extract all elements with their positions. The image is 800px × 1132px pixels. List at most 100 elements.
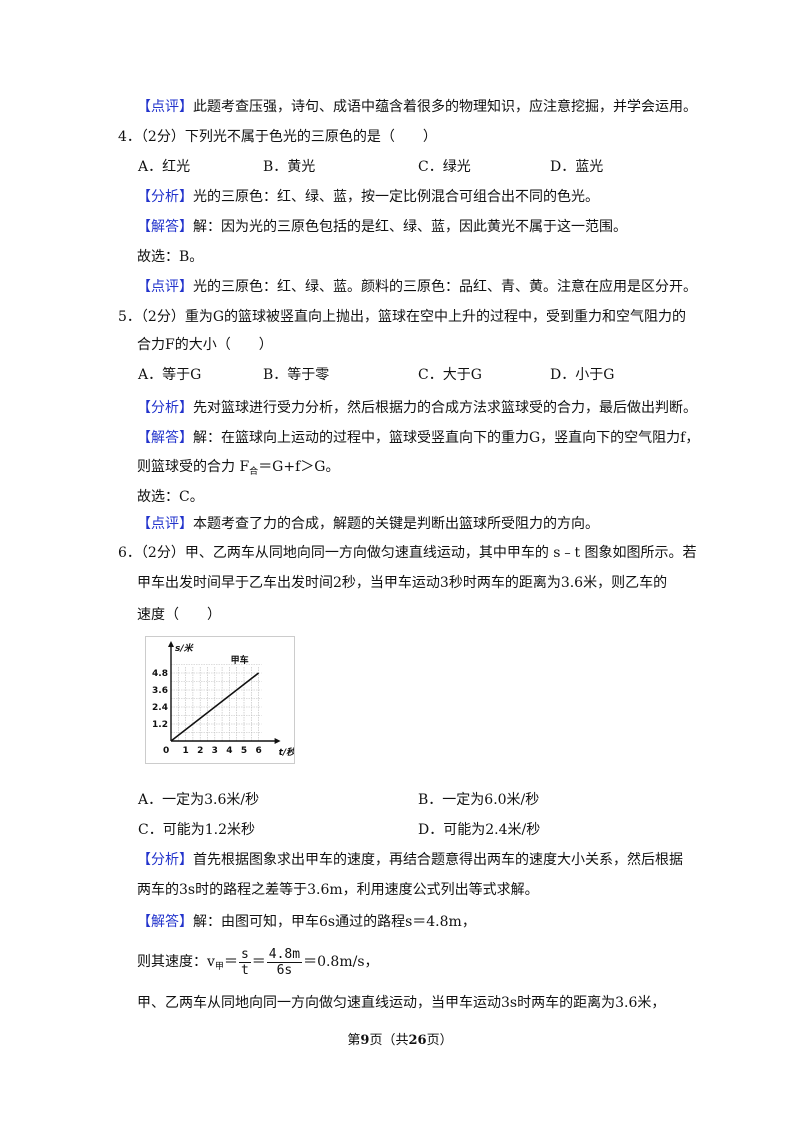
formula: 则篮球受的合力 F合＝G+f＞G。 — [137, 457, 339, 482]
x-tick-label: 1 — [182, 746, 188, 756]
x-tick-label: 4 — [226, 746, 232, 756]
text: 则其速度：v — [137, 954, 215, 970]
analysis: 【分析】光的三原色：红、绿、蓝，按一定比例混合可组合出不同的色光。 — [137, 187, 599, 207]
text: 页） — [426, 1033, 453, 1048]
choice: 故选：C。 — [137, 489, 204, 505]
figure: 1.2 2.4 3.6 4.8 1 2 3 4 5 6 0 s/米 t/秒 甲车 — [145, 636, 295, 764]
question-stem: 6．（2分）甲、乙两车从同地向同一方向做匀速直线运动，其中甲车的 s﹣t 图象如… — [118, 543, 697, 563]
option: D．小于G — [550, 365, 614, 385]
subscript: 甲 — [214, 962, 224, 972]
fraction: 4.8m 6s — [266, 946, 303, 978]
text: ＝ — [251, 954, 266, 970]
text: 本题考查了力的合成，解题的关键是判断出篮球所受阻力的方向。 — [193, 516, 599, 532]
y-axis-label: s/米 — [175, 643, 195, 654]
score: （2分） — [140, 129, 185, 145]
text: 页（共 — [369, 1033, 409, 1048]
tag: 【点评】 — [137, 99, 193, 115]
text: ＝ — [223, 954, 238, 970]
option: D．可能为2.4米/秒 — [418, 820, 540, 840]
stem: 重为G的篮球被竖直向上抛出，篮球在空中上升的过程中，受到重力和空气阻力的 — [184, 309, 687, 325]
text: 红光 — [162, 159, 191, 175]
answer: 【解答】解：在篮球向上运动的过程中，篮球受竖直向下的重力G，竖直向下的空气阻力f… — [137, 428, 699, 448]
text: ＝0.8m/s， — [303, 954, 379, 970]
tag: 【解答】 — [137, 219, 193, 235]
review-line: 【点评】此题考查压强，诗句、成语中蕴含着很多的物理知识，应注意挖掘，并学会运用。 — [137, 97, 697, 117]
x-tick-label: 6 — [255, 746, 261, 756]
text: 解：在篮球向上运动的过程中，篮球受竖直向下的重力G，竖直向下的空气阻力f， — [193, 430, 700, 446]
number: 6． — [118, 545, 141, 561]
x-axis-label: t/秒 — [279, 747, 295, 758]
text: 等于G — [162, 367, 202, 383]
tag: 【解答】 — [137, 430, 193, 446]
tag: 【解答】 — [137, 914, 193, 930]
question-stem: 5．（2分）重为G的篮球被竖直向上抛出，篮球在空中上升的过程中，受到重力和空气阻… — [118, 307, 686, 327]
text: 大于G — [442, 367, 482, 383]
y-tick-label: 4.8 — [152, 669, 168, 679]
score: （2分） — [140, 309, 185, 325]
tag: 【分析】 — [137, 852, 193, 868]
option: B．等于零 — [263, 365, 329, 385]
tag: 【点评】 — [137, 516, 193, 532]
denominator: 6s — [276, 962, 293, 978]
letter: D． — [418, 822, 444, 838]
text: 此题考查压强，诗句、成语中蕴含着很多的物理知识，应注意挖掘，并学会运用。 — [193, 99, 697, 115]
tag: 【分析】 — [137, 189, 193, 205]
option: C．绿光 — [418, 157, 471, 177]
text: 等于零 — [287, 367, 330, 383]
number: 5． — [118, 309, 141, 325]
answer: 【解答】解：因为光的三原色包括的是红、绿、蓝，因此黄光不属于这一范围。 — [137, 217, 627, 237]
graph-line — [170, 672, 260, 742]
text: 解：由图可知，甲车6s通过的路程s＝4.8m， — [193, 914, 476, 930]
option: A．等于G — [138, 365, 201, 385]
option: C．可能为1.2米秒 — [138, 820, 255, 840]
x-tick-label: 3 — [212, 746, 218, 756]
text: 光的三原色：红、绿、蓝，按一定比例混合可组合出不同的色光。 — [193, 189, 599, 205]
letter: B． — [263, 367, 288, 383]
text: ＝G+f＞G。 — [258, 459, 340, 475]
option: B．黄光 — [263, 157, 315, 177]
letter: C． — [138, 822, 163, 838]
answer: 甲、乙两车从同地向同一方向做匀速直线运动，当甲车运动3s时两车的距离为3.6米， — [137, 995, 666, 1011]
option: B．一定为6.0米/秒 — [418, 790, 539, 810]
question-stem: 速度（ ） — [137, 607, 221, 623]
stem: 甲、乙两车从同地向同一方向做匀速直线运动，其中甲车的 s﹣t 图象如图所示。若 — [184, 545, 697, 561]
text: 蓝光 — [575, 159, 604, 175]
text: 首先根据图象求出甲车的速度，再结合题意得出两车的速度大小关系，然后根据 — [193, 852, 683, 868]
option: D．蓝光 — [550, 157, 603, 177]
text: 绿光 — [442, 159, 471, 175]
text: 先对篮球进行受力分析，然后根据力的合成方法求篮球受的合力，最后做出判断。 — [193, 400, 697, 416]
text: 可能为1.2米秒 — [162, 822, 255, 838]
arrow — [274, 738, 281, 744]
question-stem: 甲车出发时间早于乙车出发时间2秒，当甲车运动3秒时两车的距离为3.6米，则乙车的 — [137, 575, 668, 591]
text: 光的三原色：红、绿、蓝。颜料的三原色：品红、青、黄。注意在应用是区分开。 — [193, 279, 697, 295]
score: （2分） — [140, 545, 185, 561]
page-number: 9 — [360, 1033, 370, 1048]
denominator: t — [240, 962, 249, 978]
analysis: 两车的3s时的路程之差等于3.6m，利用速度公式列出等式求解。 — [137, 882, 539, 898]
text: 第 — [347, 1033, 361, 1048]
subscript: 合 — [249, 467, 259, 477]
review: 【点评】本题考查了力的合成，解题的关键是判断出篮球所受阻力的方向。 — [137, 514, 599, 534]
x-tick-label: 2 — [197, 746, 203, 756]
option: A．一定为3.6米/秒 — [138, 790, 259, 810]
letter: A． — [138, 792, 163, 808]
letter: C． — [418, 367, 443, 383]
formula: 则其速度：v甲＝ s t ＝ 4.8m 6s ＝0.8m/s， — [137, 945, 379, 984]
arrow — [168, 641, 174, 647]
option: A．红光 — [138, 157, 190, 177]
y-tick-label: 2.4 — [152, 703, 168, 713]
line-label: 甲车 — [231, 654, 249, 666]
question-stem: 合力F的大小（ ） — [137, 337, 273, 353]
choice: 故选：B。 — [137, 249, 204, 265]
text: 则篮球受的合力 F — [137, 459, 250, 475]
option: C．大于G — [418, 365, 482, 385]
review: 【点评】光的三原色：红、绿、蓝。颜料的三原色：品红、青、黄。注意在应用是区分开。 — [137, 277, 697, 297]
numerator: s — [238, 946, 251, 963]
text: 黄光 — [287, 159, 316, 175]
numerator: 4.8m — [266, 946, 303, 963]
text: 一定为6.0米/秒 — [442, 792, 540, 808]
text: 一定为3.6米/秒 — [162, 792, 260, 808]
origin-label: 0 — [163, 746, 169, 756]
